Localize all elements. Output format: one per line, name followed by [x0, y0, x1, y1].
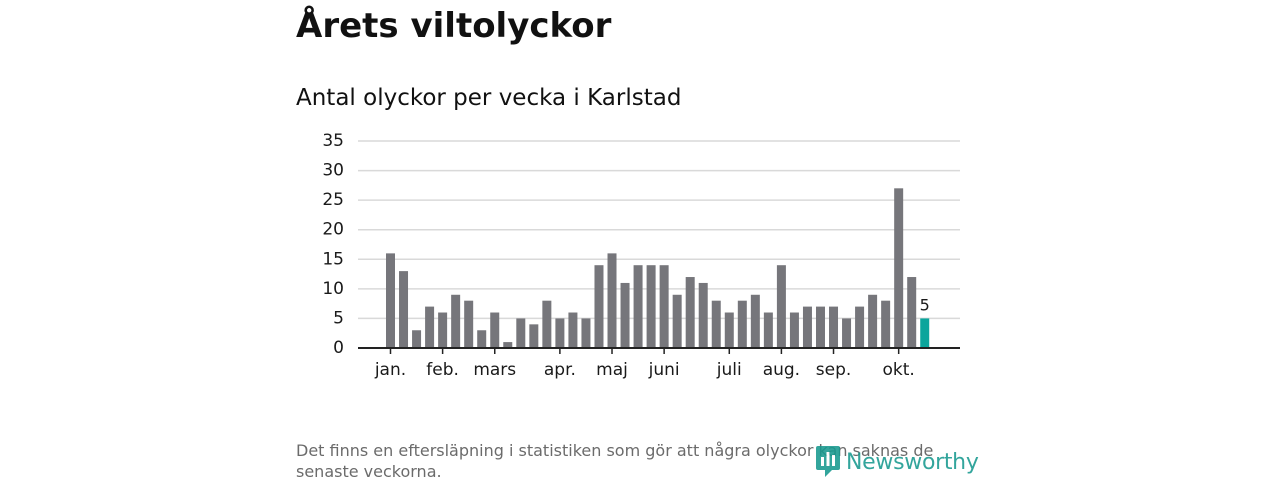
gridlines: [358, 140, 960, 320]
newsworthy-logo-icon: [816, 446, 840, 477]
x-tick-label: juni: [648, 360, 680, 380]
bar: [894, 188, 904, 348]
bar: [581, 318, 591, 348]
bar: [868, 294, 878, 348]
newsworthy-logo: Newsworthy: [814, 443, 979, 480]
bar: [907, 277, 917, 348]
bar: [685, 277, 695, 348]
bar: [451, 294, 461, 348]
bar: [789, 312, 799, 348]
y-tick-label: 5: [333, 308, 344, 328]
bar: [698, 282, 708, 348]
bar: [842, 318, 852, 348]
footnote: Det finns en eftersläpning i statistiken…: [296, 441, 934, 480]
x-tick-label: sep.: [816, 360, 852, 380]
x-tick-label: apr.: [544, 360, 576, 380]
bar: [763, 312, 773, 348]
bar: [633, 265, 643, 348]
weekly-accidents-bar-chart: 0 5 10 15 20 25 30 35 jan. feb. mars apr. maj juni ju…: [322, 131, 960, 380]
chart-title: Årets viltolyckor: [296, 6, 612, 46]
bar: [881, 300, 891, 348]
y-tick-label: 35: [322, 131, 344, 151]
x-tick-label: juli: [716, 360, 742, 380]
bar: [750, 294, 760, 348]
bar: [386, 253, 395, 348]
bar: [490, 312, 500, 348]
bar: [425, 306, 435, 348]
bar: [776, 265, 786, 348]
bar-current-week: [920, 318, 930, 348]
bar: [646, 265, 656, 348]
y-tick-label: 0: [333, 338, 344, 358]
x-tick-label: feb.: [426, 360, 459, 380]
bar: [399, 271, 409, 348]
y-tick-label: 15: [322, 249, 344, 269]
y-tick-label: 25: [322, 190, 344, 210]
bar: [412, 330, 422, 348]
bar: [568, 312, 578, 348]
x-tick-label: jan.: [374, 360, 406, 380]
newsworthy-logo-text: Newsworthy: [846, 449, 979, 475]
bar: [516, 318, 526, 348]
bar: [607, 253, 617, 348]
bar: [477, 330, 487, 348]
x-tick-label: aug.: [763, 360, 800, 380]
y-tick-label: 10: [322, 279, 344, 299]
bar: [737, 300, 747, 348]
x-tick-label: maj: [596, 360, 628, 380]
bar: [829, 306, 839, 348]
bar: [594, 265, 604, 348]
bar: [529, 324, 539, 348]
bar: [802, 306, 812, 348]
bar: [711, 300, 721, 348]
bar: [438, 312, 448, 348]
y-tick-label: 20: [322, 220, 344, 240]
bar: [724, 312, 734, 348]
bar: [659, 265, 669, 348]
bar: [672, 294, 682, 348]
chart-subtitle: Antal olyckor per vecka i Karlstad: [296, 85, 682, 111]
bar: [542, 300, 552, 348]
bar: [503, 342, 513, 348]
x-tick-label: okt.: [883, 360, 915, 380]
bar: [620, 282, 630, 348]
bar: [855, 306, 865, 348]
data-labels: 5: [920, 295, 930, 314]
bars: [386, 188, 930, 348]
bar: [464, 300, 474, 348]
bar: [815, 306, 825, 348]
x-tick-label: mars: [473, 360, 516, 380]
data-label-current-week: 5: [920, 295, 930, 314]
x-axis-tick-labels: jan. feb. mars apr. maj juni juli aug. sep. okt.: [374, 348, 915, 380]
y-axis-tick-labels: 0 5 10 15 20 25 30 35: [322, 131, 344, 358]
y-tick-label: 30: [322, 161, 344, 181]
bar: [555, 318, 565, 348]
